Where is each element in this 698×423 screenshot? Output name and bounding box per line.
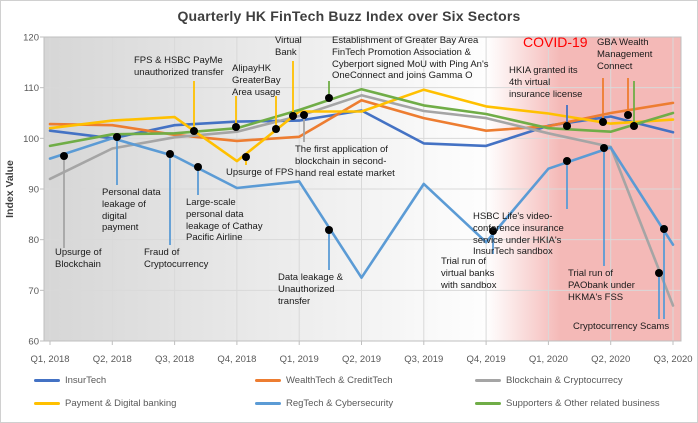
y-tick-label: 100 [23, 134, 39, 145]
event-dot [624, 111, 632, 119]
annotation-gba-establishment: Establishment of Greater Bay Area FinTec… [332, 35, 489, 82]
annotation-gba-wmc: GBA Wealth Management Connect [597, 37, 653, 72]
event-dot [232, 123, 240, 131]
x-tick-label: Q1, 2019 [280, 354, 319, 365]
series-line-payment-digital-banking [48, 88, 675, 163]
annotation-data-leak-transfer: Data leakage & Unauthorized transfer [278, 272, 343, 307]
event-dot [660, 225, 668, 233]
x-tick-label: Q2, 2020 [591, 354, 630, 365]
annotation-paobank: Trial run of PAObank under HKMA's FSS [568, 268, 635, 303]
legend-item-blockchain-cryptocurrecy: Blockchain & Cryptocurrecy [475, 375, 623, 386]
x-tick-label: Q1, 2020 [529, 354, 568, 365]
legend-swatch [34, 378, 60, 383]
x-tick-label: Q4, 2018 [217, 354, 256, 365]
series-line-supporters-other-related-business [48, 87, 675, 148]
event-dot [630, 122, 638, 130]
event-dot [242, 153, 250, 161]
legend-item-regtech-cybersecurity: RegTech & Cybersecurity [255, 398, 393, 409]
event-dot [563, 157, 571, 165]
annotation-hsbc-life: HSBC Life's video- conference insurance … [473, 211, 564, 258]
legend-item-insurtech: InsurTech [34, 375, 106, 386]
legend-swatch [475, 401, 501, 406]
y-tick-label: 120 [23, 33, 39, 44]
annotation-fps-payme: FPS & HSBC PayMe unauthorized transfer [134, 55, 224, 78]
event-dot [113, 133, 121, 141]
y-tick-label: 110 [24, 83, 39, 94]
event-dot [325, 94, 333, 102]
annotation-covid-label: COVID-19 [523, 34, 588, 50]
chart-title: Quarterly HK FinTech Buzz Index over Six… [177, 8, 521, 24]
x-tick-label: Q3, 2019 [404, 354, 443, 365]
legend-label: InsurTech [65, 375, 107, 386]
legend-label: Supporters & Other related business [506, 398, 660, 409]
annotation-hkia-license: HKIA granted its 4th virtual insurance l… [509, 65, 583, 100]
x-tick-label: Q2, 2018 [93, 354, 132, 365]
event-dot [600, 144, 608, 152]
legend-swatch [255, 401, 281, 406]
annotation-upsurge-blockchain: Upsurge of Blockchain [55, 247, 102, 270]
event-dot [655, 269, 663, 277]
legend-swatch [34, 401, 60, 406]
series-line-blockchain-cryptocurrecy [48, 94, 675, 307]
series-line-wealthtech-credittech [48, 99, 675, 143]
legend-label: WealthTech & CreditTech [286, 375, 393, 386]
event-dot [60, 152, 68, 160]
legend-label: Blockchain & Cryptocurrecy [506, 375, 623, 386]
x-tick-label: Q3, 2020 [653, 354, 692, 365]
event-dot [194, 163, 202, 171]
legend-label: RegTech & Cybersecurity [286, 398, 394, 409]
annotation-upsurge-fps: Upsurge of FPS [226, 167, 294, 178]
annotation-cathay-leak: Large-scale personal data leakage of Cat… [186, 197, 263, 244]
annotation-alipay-gba: AlipayHK GreaterBay Area usage [232, 63, 281, 98]
event-dot [563, 122, 571, 130]
event-dot [300, 111, 308, 119]
legend-item-supporters-other-related-business: Supporters & Other related business [475, 398, 660, 409]
event-dot [166, 150, 174, 158]
y-tick-label: 90 [28, 185, 39, 196]
event-dot [190, 127, 198, 135]
y-tick-label: 60 [28, 337, 39, 348]
legend-swatch [475, 378, 501, 383]
annotation-crypto-scams: Cryptocurrency Scams [573, 321, 670, 332]
y-tick-label: 70 [28, 286, 39, 297]
x-tick-label: Q4, 2019 [467, 354, 506, 365]
annotation-blockchain-estate: The first application of blockchain in s… [295, 144, 395, 179]
x-tick-label: Q1, 2018 [30, 354, 69, 365]
event-dot [325, 226, 333, 234]
legend-swatch [255, 378, 281, 383]
x-tick-label: Q2, 2019 [342, 354, 381, 365]
x-tick-label: Q3, 2018 [155, 354, 194, 365]
annotation-fraud-crypto: Fraud of Cryptocurrency [144, 247, 209, 270]
event-dot [272, 125, 280, 133]
annotation-trial-virtual-banks: Trial run of virtual banks with sandbox [441, 256, 497, 291]
annotation-virtual-bank: Virtual Bank [275, 35, 302, 58]
y-tick-label: 80 [28, 235, 39, 246]
event-dot [289, 112, 297, 120]
event-dot [599, 118, 607, 126]
annotation-personal-data-leak: Personal data leakage of digital payment [102, 187, 161, 234]
legend-item-payment-digital-banking: Payment & Digital banking [34, 398, 176, 409]
legend-item-wealthtech-credittech: WealthTech & CreditTech [255, 375, 393, 386]
legend-label: Payment & Digital banking [65, 398, 177, 409]
event-dot [489, 227, 497, 235]
